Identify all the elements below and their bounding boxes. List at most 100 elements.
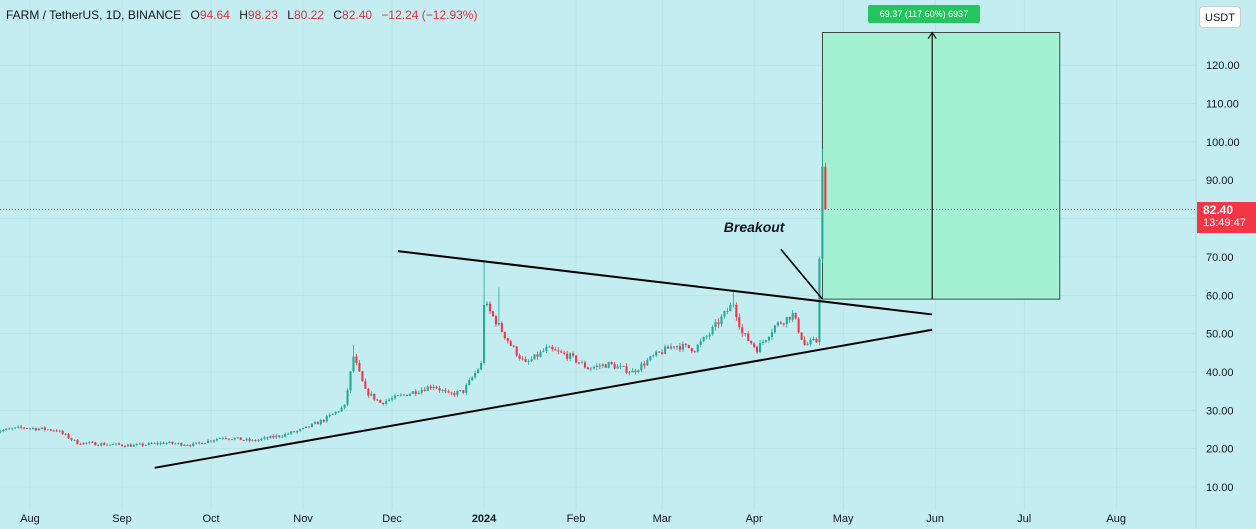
candle-body [488, 303, 492, 312]
candle-body [168, 441, 171, 444]
candle-body [586, 367, 589, 370]
candle-body [174, 443, 177, 445]
candle-body [301, 428, 305, 430]
candle-body [622, 366, 625, 367]
candle-body [263, 437, 266, 439]
high-value: 98.23 [247, 8, 278, 22]
breakout-annotation: Breakout [724, 219, 786, 235]
time-tick-label: Aug [1106, 513, 1126, 525]
candle-body [278, 435, 281, 437]
candle-body [637, 370, 640, 373]
candle-body [25, 428, 29, 429]
candle-body [242, 440, 245, 441]
candle-body [468, 380, 471, 385]
candle-body [652, 355, 655, 357]
candle-body [186, 445, 189, 447]
candle-body [512, 345, 515, 347]
candle-body [141, 443, 144, 446]
candle-body [720, 316, 723, 325]
candle-body [88, 442, 91, 444]
candle-body [396, 395, 400, 397]
candle-body [254, 439, 257, 441]
candle-body [91, 442, 94, 444]
candle-body [11, 428, 14, 430]
candle-body [675, 346, 679, 348]
candle-body [14, 427, 17, 429]
candle-body [135, 444, 138, 445]
candle-body [800, 332, 803, 340]
candle-body [667, 346, 670, 349]
candle-body [444, 390, 447, 392]
candle-body [759, 342, 762, 353]
candle-body [40, 427, 43, 429]
time-tick-label: Jun [926, 513, 944, 525]
candle-body [723, 311, 726, 317]
candle-body [551, 346, 554, 350]
candle-body [687, 344, 690, 349]
candle-body [601, 364, 604, 367]
candle-body [20, 426, 23, 428]
price-tick-label: 110.00 [1206, 99, 1239, 111]
candle-body [325, 416, 328, 422]
candle-body [120, 444, 124, 446]
candle-body [218, 438, 221, 440]
candle-body [527, 361, 530, 363]
candle-body [399, 394, 403, 396]
candle-body [224, 438, 227, 439]
candle-body [162, 442, 165, 444]
candle-body [112, 444, 115, 445]
candle-body [245, 438, 248, 441]
candle-body [94, 442, 97, 446]
candle-body [462, 390, 465, 393]
candle-body [207, 440, 210, 444]
candle-body [67, 434, 70, 439]
candle-body [352, 356, 355, 372]
currency-unit-button[interactable]: USDT [1199, 6, 1241, 28]
candle-body [2, 430, 5, 432]
candle-body [610, 362, 613, 365]
candle-body [782, 323, 785, 325]
candle-body [669, 346, 673, 349]
candle-body [82, 442, 85, 445]
candle-body [471, 377, 474, 381]
candle-body [379, 400, 382, 403]
candle-body [441, 390, 444, 391]
candle-body [337, 411, 340, 413]
symbol-header: FARM / TetherUS, 1D, BINANCE O94.64 H98.… [6, 8, 477, 22]
candle-body [432, 386, 435, 389]
price-tick-label: 20.00 [1206, 444, 1234, 456]
change-value: −12.24 (−12.93%) [381, 8, 478, 22]
price-tick-label: 10.00 [1206, 482, 1234, 494]
candle-body [773, 325, 776, 333]
candle-body [153, 442, 156, 444]
candle-body [494, 316, 497, 325]
candle-body [788, 316, 791, 320]
candle-body [465, 384, 468, 393]
candle-body [420, 389, 423, 393]
candle-body [435, 386, 438, 389]
candle-body [73, 439, 76, 441]
candle-body [281, 436, 284, 438]
candle-body [367, 388, 370, 396]
candle-body [34, 428, 37, 431]
candle-body [414, 391, 417, 394]
candle-body [491, 311, 495, 317]
candle-body [503, 331, 506, 339]
candle-body [284, 433, 287, 437]
candle-body [696, 344, 699, 352]
candle-body [346, 390, 349, 405]
candle-body [310, 423, 313, 428]
price-tick-label: 90.00 [1206, 175, 1234, 187]
candle-body [684, 343, 687, 345]
time-tick-label: Jul [1017, 513, 1031, 525]
candle-body [607, 362, 610, 368]
candle-body [803, 339, 806, 346]
candle-body [616, 366, 619, 369]
candle-body [530, 359, 533, 362]
time-tick-label: Oct [202, 513, 219, 525]
candle-body [542, 350, 545, 352]
candle-body [361, 371, 364, 382]
candle-body [628, 372, 631, 374]
candle-body [0, 431, 2, 433]
